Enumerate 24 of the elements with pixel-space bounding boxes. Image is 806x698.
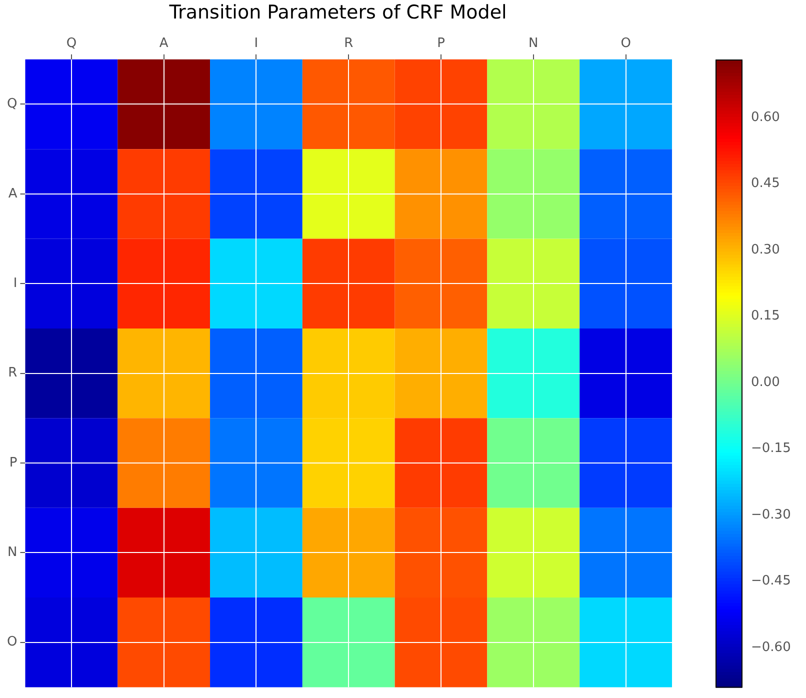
y-tick-label: R <box>8 366 18 381</box>
color-bar-label: −0.60 <box>751 640 791 655</box>
x-tick-label: R <box>344 36 354 51</box>
y-tick-label: N <box>8 545 18 560</box>
y-tick-label: Q <box>7 96 18 112</box>
chart-title: Transition Parameters of CRF Model <box>168 1 507 24</box>
x-tick-label: P <box>437 36 446 51</box>
y-tick-label: O <box>7 634 18 650</box>
color-bar-label: 0.00 <box>751 374 780 390</box>
color-bar-label: 0.60 <box>751 110 780 125</box>
color-bar-label: −0.45 <box>751 574 791 589</box>
color-bar-label: −0.30 <box>751 507 791 522</box>
color-bar-label: −0.15 <box>751 441 791 456</box>
x-tick-label: Q <box>66 36 77 51</box>
y-tick-label: I <box>13 276 18 291</box>
x-tick-label: N <box>528 36 538 51</box>
color-bar-label: 0.30 <box>751 242 780 258</box>
y-tick-label: A <box>8 186 18 202</box>
color-bar-label: 0.45 <box>751 176 780 192</box>
color-bar-label: 0.15 <box>751 308 780 324</box>
x-tick-label: I <box>254 36 258 51</box>
y-tick-label: P <box>9 455 18 470</box>
x-tick-label: O <box>620 36 631 51</box>
x-tick-label: A <box>159 36 168 51</box>
